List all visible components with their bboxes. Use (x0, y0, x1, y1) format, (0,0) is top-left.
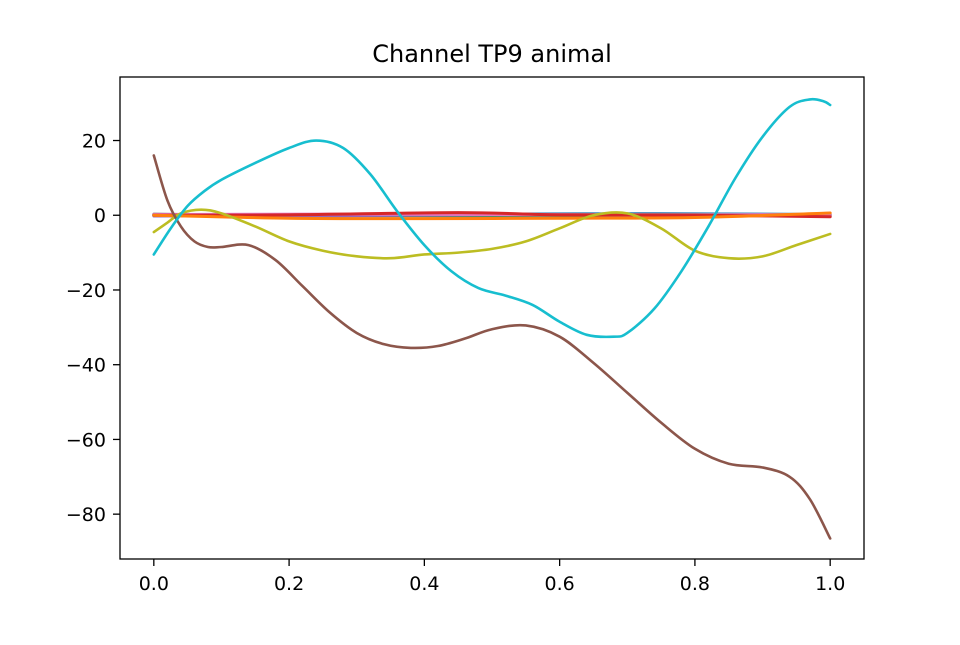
x-tick-label: 0.0 (139, 573, 169, 595)
x-tick-label: 0.6 (545, 573, 575, 595)
x-tick-label: 0.2 (274, 573, 304, 595)
chart-title: Channel TP9 animal (372, 40, 612, 68)
y-axis: 20 0 −20 −40 −60 −80 (66, 131, 120, 526)
series-cyan-line (152, 97, 832, 339)
y-tick-label: 20 (82, 131, 106, 153)
plot-frame (119, 76, 865, 560)
y-tick-label: −80 (66, 504, 106, 526)
y-tick-label: 0 (94, 205, 106, 227)
x-tick-label: 0.4 (409, 573, 439, 595)
x-axis: 0.0 0.2 0.4 0.6 0.8 1.0 (139, 559, 845, 595)
y-tick-label: −20 (66, 280, 106, 302)
y-tick-label: −40 (66, 355, 106, 377)
series-orange-line (152, 211, 832, 221)
series-layer (152, 97, 832, 540)
series-red-line (152, 211, 832, 219)
x-tick-label: 1.0 (815, 573, 845, 595)
series-olive-line (152, 208, 832, 260)
x-tick-label: 0.8 (680, 573, 710, 595)
y-tick-label: −60 (66, 429, 106, 451)
series-brown-line (152, 154, 832, 540)
